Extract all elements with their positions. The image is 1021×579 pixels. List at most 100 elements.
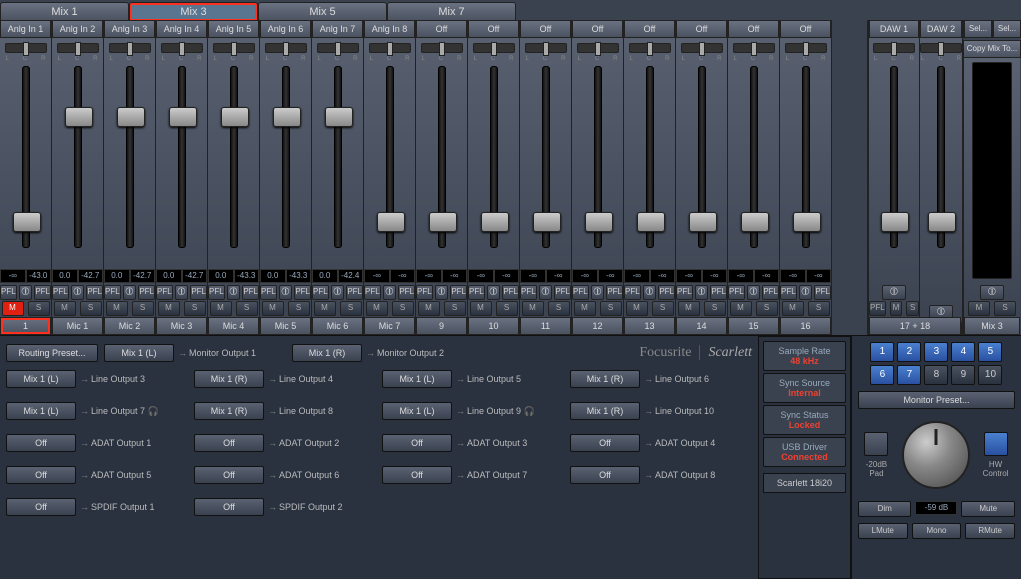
pfl-button[interactable]: PFL — [52, 285, 69, 300]
monitor-preset-8[interactable]: 8 — [924, 365, 948, 385]
channel-label[interactable]: Mic 4 — [208, 317, 259, 335]
channel-input-select[interactable]: Off — [416, 20, 467, 38]
stereo-link-button[interactable]: ⦶ — [799, 285, 813, 300]
solo-button[interactable]: S — [704, 301, 726, 316]
mute-button[interactable]: M — [730, 301, 752, 316]
pfl-button[interactable]: PFL — [520, 285, 537, 300]
pan-slider[interactable] — [681, 43, 723, 53]
route-source-button[interactable]: Off — [194, 498, 264, 516]
pfl-button[interactable]: PFL — [242, 285, 259, 300]
route-source-button[interactable]: Off — [194, 466, 264, 484]
fader-thumb[interactable] — [117, 107, 145, 127]
routing-preset-button[interactable]: Routing Preset... — [6, 344, 98, 362]
channel-label[interactable]: Mic 6 — [312, 317, 363, 335]
fader-track[interactable] — [22, 66, 30, 248]
stereo-link-button[interactable]: ⦶ — [643, 285, 657, 300]
master-mute-button[interactable]: M — [968, 301, 990, 316]
route-source-button[interactable]: Off — [6, 434, 76, 452]
route-source-button[interactable]: Off — [6, 498, 76, 516]
monitor-preset-10[interactable]: 10 — [978, 365, 1002, 385]
fader-thumb[interactable] — [637, 212, 665, 232]
pan-slider[interactable] — [317, 43, 359, 53]
select-button-1[interactable]: Sel... — [964, 20, 992, 38]
route-source-button[interactable]: Off — [382, 434, 452, 452]
mono-button[interactable]: Mono — [912, 523, 962, 539]
channel-input-select[interactable]: Off — [676, 20, 727, 38]
fader-thumb[interactable] — [13, 212, 41, 232]
stereo-link-button[interactable]: ⦶ — [435, 285, 449, 300]
fader-track[interactable] — [750, 66, 758, 248]
channel-label[interactable]: 13 — [624, 317, 675, 335]
route-source-button[interactable]: Mix 1 (R) — [570, 402, 640, 420]
fader-track[interactable] — [230, 66, 238, 248]
fader-thumb[interactable] — [221, 107, 249, 127]
fader-thumb[interactable] — [533, 212, 561, 232]
hw-control-button[interactable] — [984, 432, 1008, 456]
fader-track[interactable] — [334, 66, 342, 248]
mute-button[interactable]: M — [54, 301, 76, 316]
pfl-button[interactable]: PFL — [710, 285, 727, 300]
select-button-2[interactable]: Sel... — [993, 20, 1021, 38]
fader-track[interactable] — [937, 66, 945, 248]
channel-input-select[interactable]: Anlg In 2 — [52, 20, 103, 38]
mute-button[interactable]: M — [106, 301, 128, 316]
mute-button[interactable]: M — [678, 301, 700, 316]
channel-input-select[interactable]: Off — [468, 20, 519, 38]
channel-input-select[interactable]: Anlg In 8 — [364, 20, 415, 38]
channel-label[interactable]: 11 — [520, 317, 571, 335]
solo-button[interactable]: S — [236, 301, 258, 316]
channel-label[interactable]: Mic 7 — [364, 317, 415, 335]
channel-input-select[interactable]: Anlg In 4 — [156, 20, 207, 38]
channel-label[interactable]: Mic 2 — [104, 317, 155, 335]
channel-label[interactable]: 15 — [728, 317, 779, 335]
pfl-button[interactable]: PFL — [364, 285, 381, 300]
pfl-button[interactable]: PFL — [450, 285, 467, 300]
mute-button[interactable]: M — [158, 301, 180, 316]
pfl-button[interactable]: PFL — [814, 285, 831, 300]
pfl-button[interactable]: PFL — [468, 285, 485, 300]
fader-thumb[interactable] — [429, 212, 457, 232]
solo-button[interactable]: S — [80, 301, 102, 316]
fader-thumb[interactable] — [273, 107, 301, 127]
status-sync-source[interactable]: Sync Source Internal — [763, 373, 846, 403]
fader-thumb[interactable] — [793, 212, 821, 232]
stereo-link-button[interactable]: ⦶ — [331, 285, 345, 300]
fader-track[interactable] — [438, 66, 446, 248]
fader-thumb[interactable] — [928, 212, 956, 232]
channel-input-select[interactable]: Off — [780, 20, 831, 38]
route-source-button[interactable]: Mix 1 (L) — [6, 402, 76, 420]
pfl-button[interactable]: PFL — [190, 285, 207, 300]
channel-input-select[interactable]: Off — [572, 20, 623, 38]
fader-thumb[interactable] — [481, 212, 509, 232]
pfl-button[interactable]: PFL — [104, 285, 121, 300]
stereo-link-button[interactable]: ⦶ — [695, 285, 709, 300]
pad-button[interactable] — [864, 432, 888, 456]
fader-track[interactable] — [126, 66, 134, 248]
monitor-volume-knob[interactable] — [902, 421, 970, 489]
fader-thumb[interactable] — [325, 107, 353, 127]
pan-slider[interactable] — [421, 43, 463, 53]
fader-thumb[interactable] — [585, 212, 613, 232]
stereo-link-button[interactable]: ⦶ — [539, 285, 553, 300]
stereo-link-button[interactable]: ⦶ — [591, 285, 605, 300]
route-source-button[interactable]: Off — [570, 434, 640, 452]
channel-input-select[interactable]: Anlg In 6 — [260, 20, 311, 38]
solo-button[interactable]: S — [600, 301, 622, 316]
fader-track[interactable] — [178, 66, 186, 248]
fader-track[interactable] — [594, 66, 602, 248]
stereo-link-button[interactable]: ⦶ — [227, 285, 241, 300]
fader-track[interactable] — [282, 66, 290, 248]
channel-input-select[interactable]: Anlg In 3 — [104, 20, 155, 38]
pan-slider[interactable] — [5, 43, 47, 53]
channel-input-select[interactable]: Off — [624, 20, 675, 38]
pfl-button[interactable]: PFL — [294, 285, 311, 300]
pan-slider[interactable] — [161, 43, 203, 53]
mix-tab-3[interactable]: Mix 5 — [258, 2, 387, 21]
pfl-button[interactable]: PFL — [34, 285, 51, 300]
pfl-button[interactable]: PFL — [138, 285, 155, 300]
pfl-button[interactable]: PFL — [416, 285, 433, 300]
channel-input-select[interactable]: Anlg In 5 — [208, 20, 259, 38]
fader-track[interactable] — [386, 66, 394, 248]
pan-slider[interactable] — [785, 43, 827, 53]
pfl-button[interactable]: PFL — [780, 285, 797, 300]
